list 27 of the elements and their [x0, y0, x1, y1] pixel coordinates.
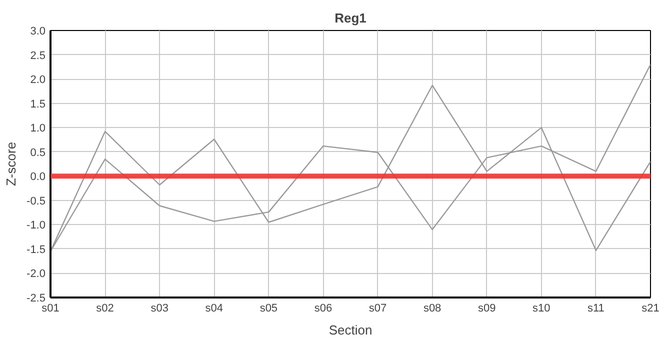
x-tick-label: s21: [642, 302, 660, 314]
y-tick-label: -1.5: [26, 244, 46, 256]
x-tick-label: s07: [368, 302, 387, 314]
x-tick-label: s04: [205, 302, 224, 314]
y-tick-label: 0.0: [30, 171, 46, 184]
y-tick-label: 1.5: [30, 98, 46, 110]
x-tick-label: s10: [532, 302, 550, 314]
x-tick-label: s01: [42, 302, 60, 314]
y-tick-label: -1.0: [26, 220, 46, 232]
y-tick-label: -0.5: [26, 195, 46, 208]
y-tick-label: 2.5: [30, 50, 46, 62]
y-tick-label: -2.0: [26, 268, 46, 280]
x-tick-label: s06: [314, 302, 332, 314]
x-tick-label: s03: [150, 302, 168, 314]
chart-title: Reg1: [334, 10, 366, 26]
y-tick-label: -2.5: [26, 292, 46, 304]
y-axis-title: Z-score: [4, 142, 19, 186]
y-tick-label: 3.0: [30, 26, 46, 38]
y-tick-label: 2.0: [30, 74, 46, 86]
y-tick-label: 1.0: [30, 122, 46, 135]
x-tick-label: s09: [478, 302, 496, 314]
x-tick-label: s02: [96, 302, 114, 314]
x-tick-label: s11: [587, 302, 604, 314]
x-tick-label: s05: [260, 302, 278, 314]
y-tick-label: 0.5: [30, 146, 46, 159]
x-tick-label: s08: [423, 302, 442, 314]
x-axis-title: Section: [328, 322, 372, 338]
